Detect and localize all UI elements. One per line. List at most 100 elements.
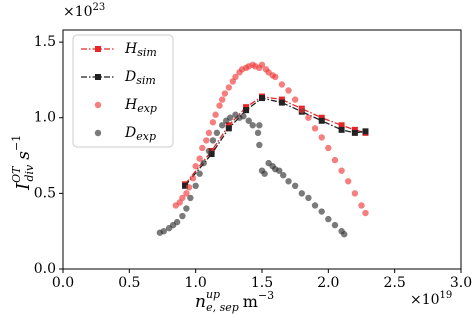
sim-marker [318, 114, 325, 121]
exp-point [261, 170, 268, 177]
exp-point [192, 162, 199, 170]
sim-marker [225, 122, 232, 129]
exp-point [256, 141, 263, 149]
exp-point [280, 172, 287, 179]
sim-marker [225, 125, 232, 132]
sim-marker [208, 151, 215, 158]
exp-point [221, 90, 229, 97]
legend-name: H [124, 41, 138, 57]
exp-point [345, 178, 352, 185]
legend-label: Hsim [124, 41, 157, 59]
legend-box [72, 34, 174, 148]
exp-point [216, 102, 223, 109]
exp-point [325, 144, 332, 152]
exp-point [199, 144, 206, 152]
legend-label: Dsim [124, 69, 156, 87]
exp-point [225, 84, 233, 91]
y-tick-label: 0.5 [34, 185, 56, 201]
exp-point [305, 114, 312, 121]
exp-point [240, 113, 247, 120]
x-tick-label: 3.0 [450, 275, 472, 291]
exp-point [173, 218, 181, 226]
y-multiplier: ×1023 [63, 2, 105, 21]
exp-point [341, 231, 348, 238]
sim-marker [338, 126, 345, 133]
legend-name: D [124, 125, 136, 141]
exp-point [209, 137, 217, 144]
exp-point [276, 167, 283, 174]
exp-point [256, 122, 263, 129]
exp-point [311, 202, 319, 209]
exp-point [249, 122, 256, 129]
exp-point [338, 167, 345, 174]
sim-marker [278, 96, 285, 103]
exp-point [187, 194, 194, 202]
sim-marker [182, 182, 189, 189]
exp-point [179, 212, 186, 220]
y-label: IOTdivs−1 [10, 135, 36, 191]
exp-point [183, 205, 190, 212]
sim-marker [243, 107, 250, 114]
exp-point [196, 170, 203, 177]
legend-name: H [124, 97, 138, 113]
legend-name: D [124, 69, 136, 85]
exp-point [318, 208, 325, 215]
legend-label: Hexp [124, 97, 157, 115]
sim-marker [259, 95, 265, 102]
exp-point [205, 129, 213, 137]
exp-point [278, 81, 286, 88]
legend-label: Dexp [124, 125, 156, 143]
x-tick-label: 2.5 [384, 275, 406, 291]
exp-point [298, 106, 305, 114]
exp-point [160, 227, 168, 235]
exp-point [285, 87, 292, 94]
exp-point [226, 114, 234, 121]
x-label: nup e, sep m−3 [195, 288, 274, 314]
exp-point [209, 119, 217, 126]
exp-point [318, 134, 325, 141]
exp-point [203, 137, 210, 144]
x-tick-label: 1.0 [185, 275, 207, 291]
exp-point [358, 202, 365, 209]
exp-point [285, 178, 292, 185]
exp-point [331, 221, 339, 229]
x-tick-label: 0.5 [118, 275, 140, 291]
exp-point [245, 117, 252, 124]
exp-point [205, 147, 213, 155]
sim-marker [351, 129, 358, 136]
exp-point [200, 159, 207, 167]
exp-point [311, 125, 319, 132]
legend-subscript: exp [137, 102, 157, 115]
exp-point [272, 73, 279, 81]
exp-point [298, 190, 305, 197]
x-multiplier: ×1019 [410, 290, 452, 309]
legend-marker [94, 129, 102, 137]
exp-point [192, 182, 199, 190]
exp-point [179, 194, 186, 202]
legend-marker [95, 46, 101, 52]
y-tick-label: 0.0 [34, 261, 56, 277]
sim-marker [243, 104, 250, 111]
x-tick-label: 2.0 [317, 275, 339, 291]
exp-point [331, 156, 339, 164]
legend-subscript: sim [137, 46, 157, 59]
exp-point [291, 96, 299, 103]
exp-point [362, 209, 369, 217]
sim-marker [278, 99, 285, 106]
sim-marker [338, 122, 345, 129]
legend-subscript: sim [136, 74, 156, 87]
exp-point [254, 129, 262, 137]
exp-point [305, 194, 312, 202]
exp-point [189, 175, 197, 182]
exp-point [351, 190, 359, 197]
exp-point [219, 96, 226, 103]
exp-point [325, 215, 332, 223]
sim-marker [351, 126, 358, 133]
x-tick-label: 1.5 [251, 275, 273, 291]
sim-line [184, 95, 366, 185]
exp-point [183, 190, 190, 197]
exp-point [291, 182, 299, 190]
y-tick-label: 1.5 [34, 34, 56, 50]
legend-subscript: exp [136, 130, 156, 143]
